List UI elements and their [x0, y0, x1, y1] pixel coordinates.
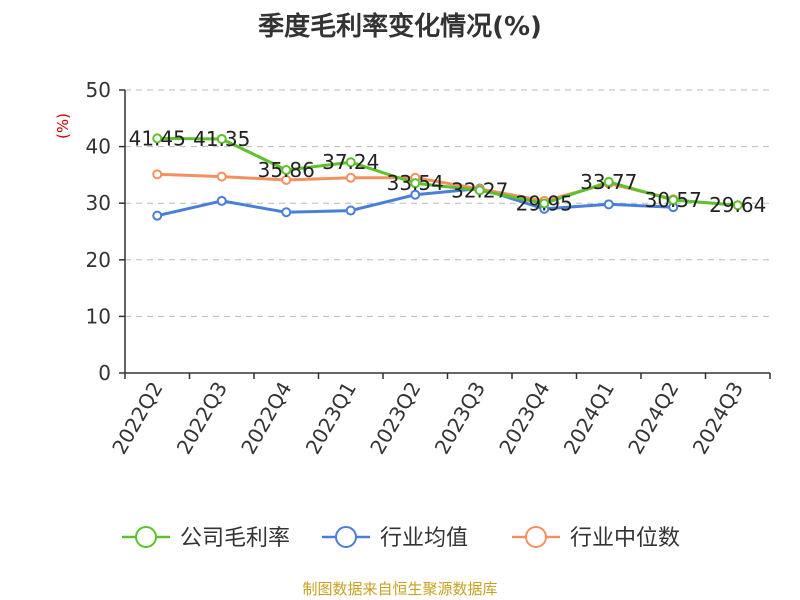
data-point — [345, 205, 356, 216]
y-axis-unit-label: (%) — [54, 113, 72, 139]
x-tick-label: 2024Q1 — [559, 378, 619, 459]
legend-marker — [335, 526, 357, 548]
data-point — [603, 199, 614, 210]
data-point — [345, 157, 356, 168]
x-tick-label: 2022Q3 — [172, 378, 232, 459]
x-tick-label: 2023Q1 — [301, 378, 361, 459]
legend-marker — [525, 526, 547, 548]
data-point — [216, 171, 227, 182]
data-point — [281, 165, 292, 176]
legend-marker — [135, 526, 157, 548]
legend: 公司毛利率 行业均值 行业中位数 — [122, 526, 680, 551]
data-label: 41.45 — [129, 126, 186, 150]
x-tick-label: 2023Q4 — [494, 378, 554, 459]
data-point — [152, 210, 163, 221]
data-label: 29.64 — [709, 193, 766, 217]
data-point — [539, 198, 550, 209]
data-point — [410, 189, 421, 200]
data-point — [216, 195, 227, 206]
x-tick-label: 2022Q2 — [107, 378, 167, 459]
y-tick-label: 10 — [86, 304, 111, 328]
data-label: 37.24 — [322, 150, 379, 174]
y-tick-label: 20 — [86, 248, 111, 272]
x-tick-label: 2024Q3 — [688, 378, 748, 459]
y-tick-label: 0 — [98, 361, 111, 385]
data-point — [410, 178, 421, 189]
data-point — [474, 185, 485, 196]
data-point — [281, 174, 292, 185]
data-point — [345, 172, 356, 183]
legend-item-label: 公司毛利率 — [180, 526, 290, 551]
data-label: 32.27 — [451, 178, 508, 202]
data-point — [732, 200, 743, 211]
data-label: 33.54 — [387, 171, 444, 195]
data-point — [216, 133, 227, 144]
data-point — [152, 133, 163, 144]
data-label: 35.86 — [258, 158, 315, 182]
y-tick-label: 40 — [86, 135, 111, 159]
x-tick-label: 2022Q4 — [236, 378, 296, 459]
data-label-layer: 41.45 41.35 35.86 37.24 33.54 32.27 29.95 33.77… — [129, 126, 767, 217]
legend-item-label: 行业均值 — [380, 526, 468, 551]
x-tick-label: 2024Q2 — [623, 378, 683, 459]
legend-item-label: 行业中位数 — [570, 526, 680, 551]
y-tick-label: 30 — [86, 191, 111, 215]
series-line-0 — [157, 136, 738, 207]
data-point — [281, 207, 292, 218]
data-point — [668, 194, 679, 205]
data-label: 33.77 — [580, 170, 637, 194]
series-layer — [152, 133, 743, 221]
data-label: 29.95 — [516, 191, 573, 215]
chart-title: 季度毛利率变化情况(%) — [258, 12, 542, 42]
source-note: 制图数据来自恒生聚源数据库 — [302, 580, 498, 598]
x-tick-label: 2023Q2 — [365, 378, 425, 459]
data-label: 30.57 — [645, 188, 702, 212]
x-tick-label: 2023Q3 — [430, 378, 490, 459]
grid-layer — [125, 89, 770, 317]
data-point — [152, 169, 163, 180]
y-tick-label: 50 — [86, 78, 111, 102]
data-point — [603, 176, 614, 187]
data-label: 41.35 — [193, 127, 250, 151]
